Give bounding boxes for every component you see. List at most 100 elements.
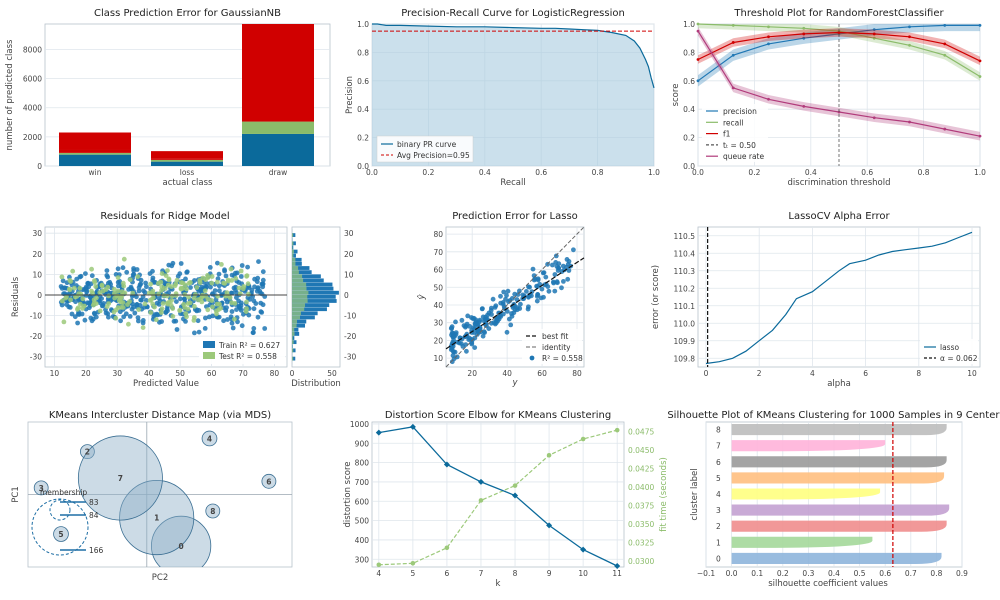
prediction-point [539,286,545,292]
prediction-point [459,317,465,323]
x-tick-label: 9 [547,569,552,578]
test-point [180,286,186,291]
test-point [100,288,106,294]
prediction-point [481,318,487,324]
test-point [232,316,237,322]
histogram-bar [292,307,327,312]
prediction-point [486,326,492,331]
prediction-point [508,322,514,328]
prediction-point [469,341,475,347]
y-tick-label: 50 [433,283,443,292]
train-point [69,311,75,317]
test-point [184,286,189,292]
y-tick-label: 0 [37,291,42,300]
train-point [202,326,208,331]
histogram-bar [292,323,297,328]
train-point [188,285,193,290]
legend-entry: best fit [542,332,568,341]
x-tick-label: 0.6 [861,168,873,177]
y-tick-label: 8000 [23,45,42,54]
test-point [172,283,178,289]
prediction-point [538,295,544,301]
test-point [184,314,189,320]
y-tick-label: 1000 [350,420,369,429]
x-tick-label: 50 [175,369,185,378]
test-point [246,291,251,297]
prediction-point [480,314,486,320]
test-point [61,319,67,325]
x-tick-label: 80 [270,369,280,378]
y-tick-label: 109.8 [674,354,696,363]
best-fit-line [445,257,585,350]
threshold-chart: 0.0 0.2 0.4 0.6 0.8 1.0 0.0 0.2 0.4 0.6 0.8 1.0 Thre… [671,8,986,188]
y-tick-label: 300 [355,555,370,564]
test-point [162,286,168,291]
train-point [239,323,245,329]
test-point [229,278,235,283]
x-tick-label: 0.2 [777,569,789,578]
legend-entry: Test R² = 0.558 [218,352,277,361]
train-point [118,318,123,324]
data-point [731,86,735,90]
test-point [155,281,161,286]
histogram-bar [292,249,294,254]
y-axis-label: Residuals [11,276,21,317]
train-point [251,298,257,304]
cluster-circle [205,503,221,519]
x-tick-label: 0.8 [930,569,942,578]
bar-win [59,152,131,155]
cluster-label: 8 [716,426,721,435]
train-point [258,309,264,315]
pr-area [372,24,654,166]
y2-tick-label: 0.0300 [628,557,654,566]
legend-entry: α = 0.062 [940,354,978,363]
cluster-label: 6 [716,458,721,467]
x-tick-label: 11 [612,569,622,578]
legend-value: 84 [89,511,99,520]
x-axis-label: Predicted Value [133,379,199,389]
chart-title: KMeans Intercluster Distance Map (via MD… [49,410,271,421]
x-tick-label: 20 [81,369,91,378]
band-3 [698,26,980,141]
prediction-point [467,324,473,329]
x-tick-label: 1.0 [648,168,660,177]
x-tick-label: 0.4 [805,168,817,177]
prediction-point [501,289,507,295]
prediction-point [556,265,561,271]
test-point [94,295,99,301]
test-point [191,295,197,301]
test-point [169,293,175,299]
train-point [217,288,222,294]
train-point [254,288,260,294]
chart-title: Threshold Plot for RandomForestClassifie… [733,8,944,19]
histogram-bar [292,327,299,332]
test-point [159,306,165,311]
prediction-point [453,319,458,325]
bar-draw [242,133,314,166]
y-tick-label: 110.1 [674,302,696,311]
train-point [131,271,137,277]
cluster-label: 4 [716,490,721,499]
test-point [153,317,159,323]
legend-entry: Train R² = 0.627 [218,341,280,350]
train-point [194,307,200,313]
test-point [115,288,121,294]
test-point [163,273,169,278]
histogram-bar [292,315,315,320]
prediction-point [449,346,455,352]
train-point [93,314,99,320]
train-point [75,320,80,326]
train-point [238,307,244,313]
prediction-point [515,305,520,311]
prediction-point [552,272,558,277]
train-point [100,303,106,308]
train-point [144,284,149,290]
test-point [119,295,124,300]
prediction-point [524,289,529,294]
test-point [169,298,174,303]
histogram-bar [292,356,294,361]
histogram-bar [292,233,296,237]
train-point [245,295,251,301]
x-tick-label: 0.1 [751,569,763,578]
test-point [197,280,203,286]
